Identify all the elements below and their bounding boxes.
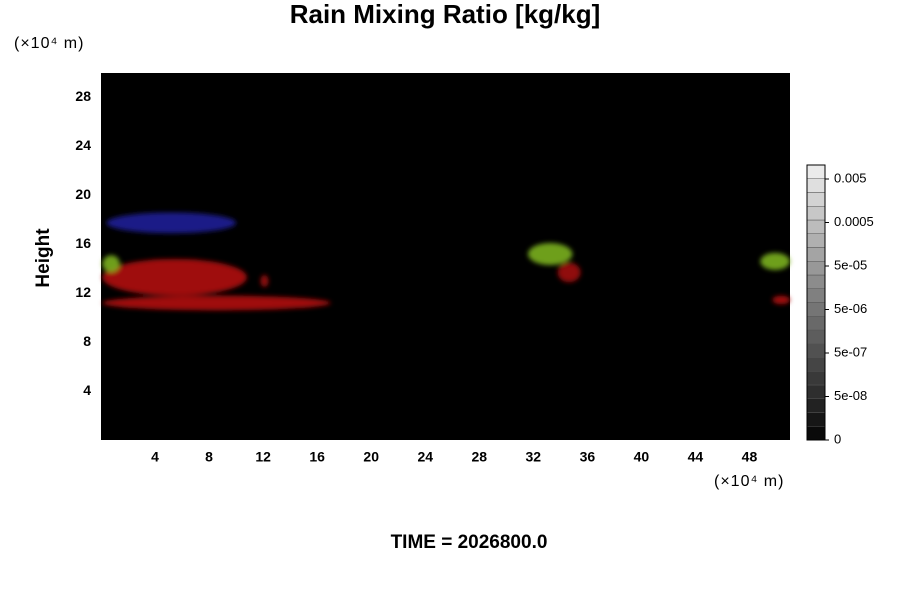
- y-tick-label: 24: [75, 137, 91, 153]
- y-tick-label: 20: [75, 186, 91, 202]
- colorbar-level: [806, 164, 826, 179]
- x-tick-label: 40: [634, 449, 650, 465]
- rain-region: [760, 252, 790, 270]
- x-tick-label: 20: [363, 449, 379, 465]
- y-tick-label: 8: [83, 333, 91, 349]
- colorbar-level: [806, 302, 826, 317]
- x-tick-label: 4: [151, 449, 159, 465]
- x-tick-label: 48: [742, 449, 758, 465]
- colorbar-level: [806, 233, 826, 248]
- colorbar-tick-label: 0.005: [834, 170, 867, 185]
- x-unit: (×10⁴ m): [714, 473, 784, 490]
- y-tick-label: 16: [75, 235, 91, 251]
- rain-region: [772, 295, 790, 305]
- rain-region: [527, 243, 573, 266]
- rain-region: [102, 295, 331, 311]
- colorbar-tick-label: 0: [834, 431, 841, 446]
- colorbar-level: [806, 247, 826, 262]
- rain-region: [106, 212, 237, 234]
- y-tick-label: 4: [83, 382, 91, 398]
- colorbar-level: [806, 412, 826, 427]
- colorbar-level: [806, 206, 826, 221]
- y-tick-label: 12: [75, 284, 91, 300]
- x-tick-label: 24: [417, 449, 433, 465]
- colorbar-tick-label: 5e-06: [834, 301, 867, 316]
- footer: TIME = 2026800.0: [391, 532, 548, 553]
- features: [102, 212, 790, 311]
- rain-region: [102, 255, 120, 273]
- colorbar-level: [806, 426, 826, 441]
- x-tick-label: 12: [255, 449, 271, 465]
- colorbar-level: [806, 329, 826, 344]
- x-tick-label: 16: [309, 449, 325, 465]
- colorbar-tick-label: 5e-07: [834, 344, 867, 359]
- colorbar-tick-label: 5e-08: [834, 388, 867, 403]
- rain-region: [260, 274, 269, 288]
- x-tick-label: 36: [580, 449, 596, 465]
- x-tick-label: 28: [471, 449, 487, 465]
- y-unit: (×10⁴ m): [14, 35, 84, 52]
- colorbar-level: [806, 288, 826, 303]
- colorbar-level: [806, 398, 826, 413]
- plot-area: [101, 73, 790, 440]
- colorbar-level: [806, 371, 826, 386]
- colorbar-tick-label: 0.0005: [834, 214, 874, 229]
- y-tick-label: 28: [75, 88, 91, 104]
- y-axis-label: Height: [33, 228, 54, 288]
- x-tick-label: 32: [526, 449, 542, 465]
- colorbar-level: [806, 261, 826, 276]
- colorbar-level: [806, 178, 826, 193]
- colorbar: 0 5e-08 5e-07 5e-06 5e-05 0.0005 0.005: [806, 164, 874, 446]
- rain-region: [557, 262, 581, 283]
- colorbar-level: [806, 357, 826, 372]
- colorbar-level: [806, 219, 826, 234]
- colorbar-level: [806, 316, 826, 331]
- colorbar-level: [806, 384, 826, 399]
- colorbar-level: [806, 192, 826, 207]
- chart-title: Rain Mixing Ratio [kg/kg]: [290, 0, 601, 29]
- colorbar-level: [806, 343, 826, 358]
- colorbar-frame: [806, 164, 826, 441]
- rain-region: [102, 258, 247, 296]
- x-tick-label: 44: [688, 449, 704, 465]
- x-tick-label: 8: [205, 449, 213, 465]
- colorbar-level: [806, 274, 826, 289]
- colorbar-tick-label: 5e-05: [834, 257, 867, 272]
